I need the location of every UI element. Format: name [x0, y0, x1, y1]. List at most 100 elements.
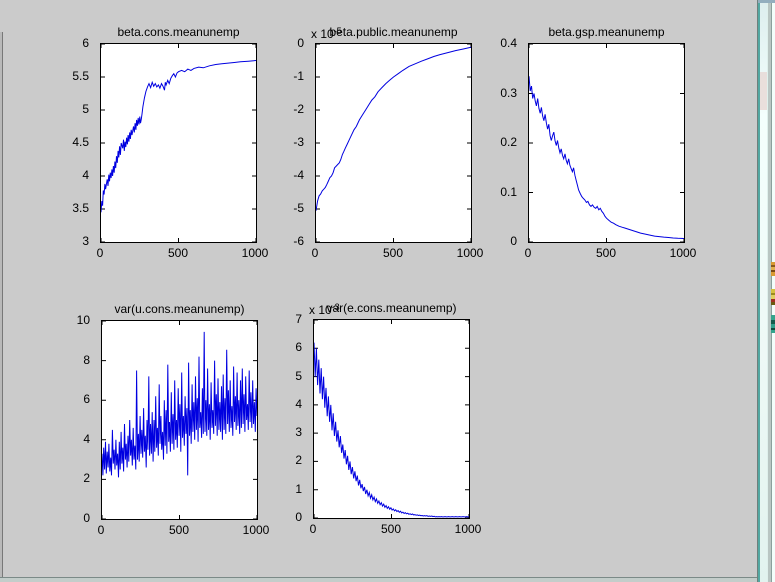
x-tick-label: 0	[311, 246, 319, 260]
plot-canvas	[316, 44, 471, 242]
y-tick-label: 0	[297, 36, 304, 50]
x-axis-tick-labels: 0 500 1000	[524, 243, 697, 260]
y-tick-label: 4.5	[72, 135, 89, 149]
trace-line	[102, 331, 257, 478]
trace-line	[529, 76, 684, 239]
y-tick-label: 10	[76, 313, 90, 327]
x-tick-label: 500	[382, 246, 404, 260]
sliver-pink-patch	[760, 72, 767, 110]
y-tick-label: 0.4	[500, 36, 517, 50]
x-tick-label: 1000	[454, 522, 482, 536]
bottom-window-border-line	[0, 577, 757, 578]
plot-area	[313, 319, 470, 519]
x-tick-label: 500	[595, 246, 617, 260]
y-tick-label: -5	[293, 201, 304, 215]
x-tick-label: 1000	[242, 523, 270, 537]
plot-canvas	[101, 44, 256, 242]
axis-exponent-label: x 10-5	[311, 26, 342, 41]
bottom-window-border-shade	[0, 578, 757, 582]
y-axis-tick-labels: 0 1 2 3 4 5 6 7	[267, 312, 308, 524]
background-window-sliver	[757, 0, 775, 582]
partially-visible-icon-2[interactable]	[771, 289, 775, 305]
y-tick-label: 4	[82, 168, 89, 182]
y-tick-label: 3.5	[72, 201, 89, 215]
x-tick-label: 1000	[241, 246, 269, 260]
sliver-gray-column	[768, 0, 771, 582]
x-tick-label: 0	[96, 246, 104, 260]
y-tick-label: 2	[295, 453, 302, 467]
x-tick-label: 0	[524, 246, 532, 260]
sliver-top-corner	[758, 0, 775, 3]
x-axis-tick-labels: 0 500 1000	[309, 519, 482, 536]
y-tick-label: 5	[295, 369, 302, 383]
x-tick-label: 1000	[456, 246, 484, 260]
subplot-beta-public-meanunemp: beta.public.meanunemp -6 -5 -4 -3 -2 -1 0 0 500…	[293, 25, 483, 260]
y-tick-label: -3	[293, 135, 304, 149]
x-tick-label: 1000	[669, 246, 697, 260]
y-tick-label: 4	[295, 397, 302, 411]
plot-canvas	[314, 320, 469, 518]
trace-line	[314, 342, 469, 518]
axis-tick-marks	[314, 320, 469, 518]
left-window-border-shade	[0, 32, 2, 577]
y-axis-tick-labels: 0 0.1 0.2 0.3 0.4	[482, 36, 523, 248]
x-tick-label: 0	[97, 523, 105, 537]
y-tick-label: 7	[295, 312, 302, 326]
partially-visible-icon-3[interactable]	[771, 315, 775, 333]
x-tick-label: 500	[380, 522, 402, 536]
y-tick-label: 0.2	[500, 135, 517, 149]
y-tick-label: 3	[295, 425, 302, 439]
subplot-beta-gsp-meanunemp: beta.gsp.meanunemp 0 0.1 0.2 0.3 0.4 0 500 100…	[500, 25, 696, 260]
y-tick-label: -1	[293, 69, 304, 83]
y-tick-label: 0.3	[500, 86, 517, 100]
plot-area	[101, 320, 258, 520]
y-axis-tick-labels: -6 -5 -4 -3 -2 -1 0	[269, 36, 310, 248]
plot-title: beta.public.meanunemp	[329, 25, 458, 39]
plot-area	[100, 43, 257, 243]
subplot-var-u-cons-meanunemp: var(u.cons.meanunemp) 0 2 4 6 8 10 0 500 1000	[77, 302, 270, 537]
axis-tick-marks	[102, 321, 257, 519]
y-tick-label: 4	[83, 432, 90, 446]
y-tick-label: 5.5	[72, 69, 89, 83]
y-tick-label: 0	[510, 234, 517, 248]
sliver-pale-line	[767, 0, 768, 582]
left-window-border-line	[2, 32, 3, 577]
y-tick-label: -6	[293, 234, 304, 248]
y-tick-label: 1	[295, 482, 302, 496]
x-axis-tick-labels: 0 500 1000	[96, 243, 269, 260]
plot-title: beta.cons.meanunemp	[117, 25, 240, 39]
x-tick-label: 0	[309, 522, 317, 536]
axis-tick-marks	[101, 44, 256, 242]
axis-tick-marks	[529, 44, 684, 242]
y-tick-label: 6	[83, 392, 90, 406]
plot-area	[315, 43, 472, 243]
y-tick-label: -2	[293, 102, 304, 116]
trace-line	[101, 60, 256, 213]
sliver-border-line	[757, 0, 758, 582]
y-tick-label: 8	[83, 353, 90, 367]
subplot-beta-cons-meanunemp: beta.cons.meanunemp 3 3.5 4 4.5 5 5.5 6 0 500 10…	[72, 25, 268, 260]
axis-exponent-label: x 10-3	[309, 302, 340, 317]
axis-tick-marks	[316, 44, 471, 242]
x-tick-label: 500	[168, 523, 190, 537]
plot-title: beta.gsp.meanunemp	[548, 25, 665, 39]
x-axis-tick-labels: 0 500 1000	[311, 243, 484, 260]
sliver-pale-stripe	[760, 0, 767, 582]
plot-area	[528, 43, 685, 243]
x-axis-tick-labels: 0 500 1000	[97, 520, 270, 537]
x-tick-label: 500	[167, 246, 189, 260]
y-axis-tick-labels: 3 3.5 4 4.5 5 5.5 6	[54, 36, 95, 248]
plot-canvas	[529, 44, 684, 242]
sliver-teal-stripe	[758, 0, 760, 582]
partially-visible-icon-1[interactable]	[771, 262, 775, 276]
y-tick-label: 5	[82, 102, 89, 116]
y-tick-label: 2	[83, 471, 90, 485]
trace-line	[316, 46, 471, 211]
y-axis-tick-labels: 0 2 4 6 8 10	[55, 313, 96, 525]
plot-canvas	[102, 321, 257, 519]
plot-title: var(u.cons.meanunemp)	[114, 302, 245, 316]
y-tick-label: 0	[295, 510, 302, 524]
y-tick-label: 0.1	[500, 185, 517, 199]
